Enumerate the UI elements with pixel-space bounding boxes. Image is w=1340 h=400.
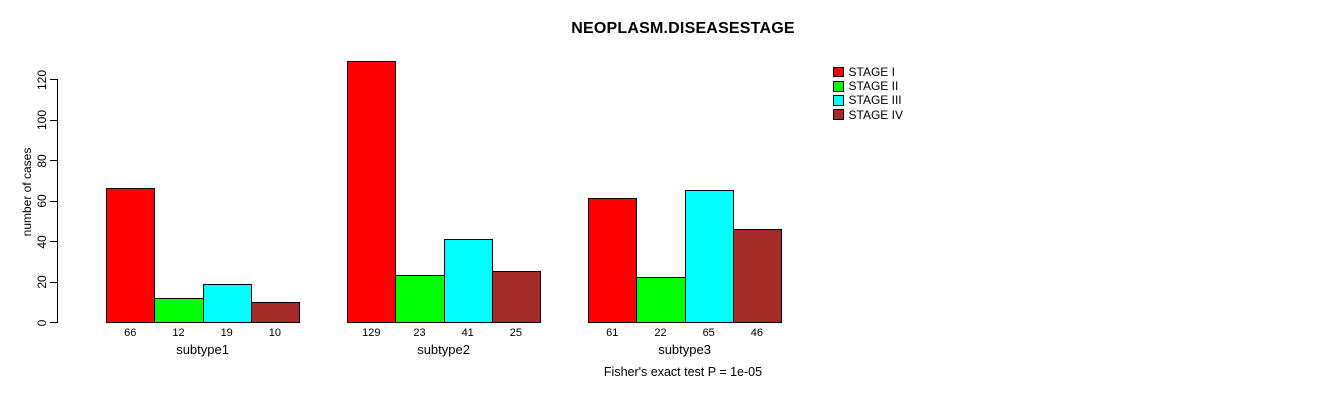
bar-value-label: 10 (268, 327, 282, 339)
bar-value-label: 129 (362, 327, 381, 339)
bar-subtype2-stage-ii (395, 275, 445, 323)
annotation-text: Fisher's exact test P = 1e-05 (603, 365, 763, 379)
bar-value-label: 61 (606, 327, 619, 339)
legend-label: STAGE IV (848, 107, 903, 122)
y-axis-tick-label: 0 (35, 319, 49, 326)
legend-label: STAGE II (848, 79, 899, 94)
category-label-subtype2: subtype2 (417, 342, 470, 357)
legend-item-stage-iv: STAGE IV (833, 108, 903, 122)
bar-subtype1-stage-iv (250, 301, 300, 323)
legend-item-stage-ii: STAGE II (833, 79, 903, 93)
y-axis-line (57, 79, 58, 323)
bar-subtype1-stage-ii (154, 297, 204, 323)
bar-value-label: 23 (413, 327, 426, 339)
bar-value-label: 25 (509, 327, 523, 339)
y-axis-label: number of cases (20, 147, 34, 237)
legend-item-stage-iii: STAGE III (833, 93, 903, 107)
y-axis-tick-label: 80 (35, 153, 49, 168)
bar-subtype2-stage-iii (443, 238, 493, 323)
y-axis-tick (50, 79, 57, 80)
bar-subtype1-stage-i (106, 188, 156, 323)
legend-label: STAGE III (848, 93, 902, 108)
bar-subtype1-stage-iii (202, 283, 252, 323)
y-axis-tick (50, 241, 57, 242)
y-axis-tick-label: 60 (35, 194, 49, 208)
y-axis-tick-label: 100 (35, 109, 49, 131)
y-axis-tick-label: 20 (35, 275, 49, 289)
legend-swatch-icon (833, 95, 844, 106)
bar-subtype3-stage-ii (636, 277, 686, 323)
legend-item-stage-i: STAGE I (833, 65, 903, 79)
bar-subtype3-stage-iv (732, 228, 782, 323)
bar-subtype3-stage-iii (684, 190, 734, 323)
bar-value-label: 66 (124, 327, 137, 339)
bar-value-label: 65 (702, 327, 715, 339)
bar-value-label: 22 (654, 327, 667, 339)
bar-subtype3-stage-i (588, 198, 638, 323)
chart-title: NEOPLASM.DISEASESTAGE (571, 20, 795, 37)
category-label-subtype1: subtype1 (176, 342, 229, 357)
y-axis-tick (50, 281, 57, 283)
bar-value-label: 46 (750, 327, 764, 339)
bar-value-label: 19 (220, 327, 233, 339)
legend-swatch-icon (833, 81, 844, 92)
bar-subtype2-stage-i (347, 60, 397, 323)
y-axis-tick-label: 120 (35, 69, 49, 90)
legend-swatch-icon (833, 109, 844, 120)
y-axis-tick (50, 200, 57, 202)
legend-swatch-icon (833, 66, 844, 78)
legend: STAGE I STAGE II STAGE III STAGE IV (833, 65, 903, 122)
legend-label: STAGE I (848, 65, 895, 80)
y-axis-tick (50, 119, 57, 121)
y-axis-tick (50, 322, 57, 323)
category-label-subtype3: subtype3 (658, 342, 711, 357)
bar-value-label: 12 (172, 327, 185, 339)
bar-subtype2-stage-iv (491, 271, 541, 323)
y-axis-tick (50, 160, 57, 161)
bar-value-label: 41 (461, 327, 474, 339)
y-axis-tick-label: 40 (35, 234, 49, 249)
